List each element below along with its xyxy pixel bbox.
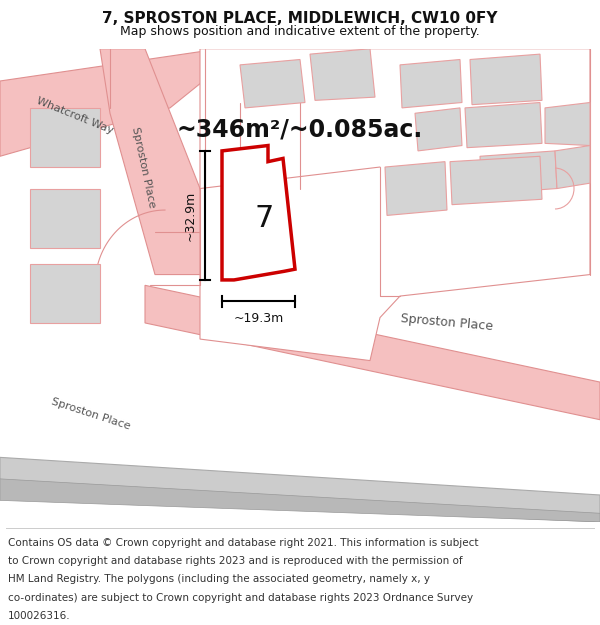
Polygon shape: [0, 479, 600, 522]
Text: ~19.3m: ~19.3m: [233, 312, 284, 325]
Polygon shape: [480, 151, 557, 194]
Text: Whatcroft Way: Whatcroft Way: [35, 96, 115, 136]
Polygon shape: [450, 156, 542, 204]
Text: Sproston Place: Sproston Place: [130, 126, 157, 208]
Polygon shape: [30, 189, 100, 248]
Polygon shape: [30, 264, 100, 323]
Polygon shape: [0, 49, 230, 156]
Polygon shape: [200, 49, 590, 361]
Text: Sproston Place: Sproston Place: [400, 312, 494, 334]
Text: 7, SPROSTON PLACE, MIDDLEWICH, CW10 0FY: 7, SPROSTON PLACE, MIDDLEWICH, CW10 0FY: [102, 11, 498, 26]
Polygon shape: [0, 458, 600, 522]
Text: ~32.9m: ~32.9m: [184, 190, 197, 241]
Polygon shape: [400, 59, 462, 108]
Text: Contains OS data © Crown copyright and database right 2021. This information is : Contains OS data © Crown copyright and d…: [8, 538, 478, 548]
Text: Map shows position and indicative extent of the property.: Map shows position and indicative extent…: [120, 25, 480, 38]
Polygon shape: [385, 162, 447, 216]
Text: to Crown copyright and database rights 2023 and is reproduced with the permissio: to Crown copyright and database rights 2…: [8, 556, 463, 566]
Text: Sproston Place: Sproston Place: [50, 397, 131, 432]
Polygon shape: [310, 49, 375, 101]
Polygon shape: [222, 146, 295, 280]
Text: co-ordinates) are subject to Crown copyright and database rights 2023 Ordnance S: co-ordinates) are subject to Crown copyr…: [8, 592, 473, 602]
Polygon shape: [100, 49, 210, 274]
Polygon shape: [30, 108, 100, 167]
Text: ~346m²/~0.085ac.: ~346m²/~0.085ac.: [177, 118, 423, 141]
Text: 100026316.: 100026316.: [8, 611, 70, 621]
Polygon shape: [470, 54, 542, 104]
Polygon shape: [465, 102, 542, 148]
Text: 7: 7: [254, 204, 274, 233]
Polygon shape: [555, 146, 590, 189]
Polygon shape: [145, 285, 600, 420]
Polygon shape: [240, 59, 305, 108]
Polygon shape: [545, 102, 590, 146]
Text: HM Land Registry. The polygons (including the associated geometry, namely x, y: HM Land Registry. The polygons (includin…: [8, 574, 430, 584]
Polygon shape: [415, 108, 462, 151]
